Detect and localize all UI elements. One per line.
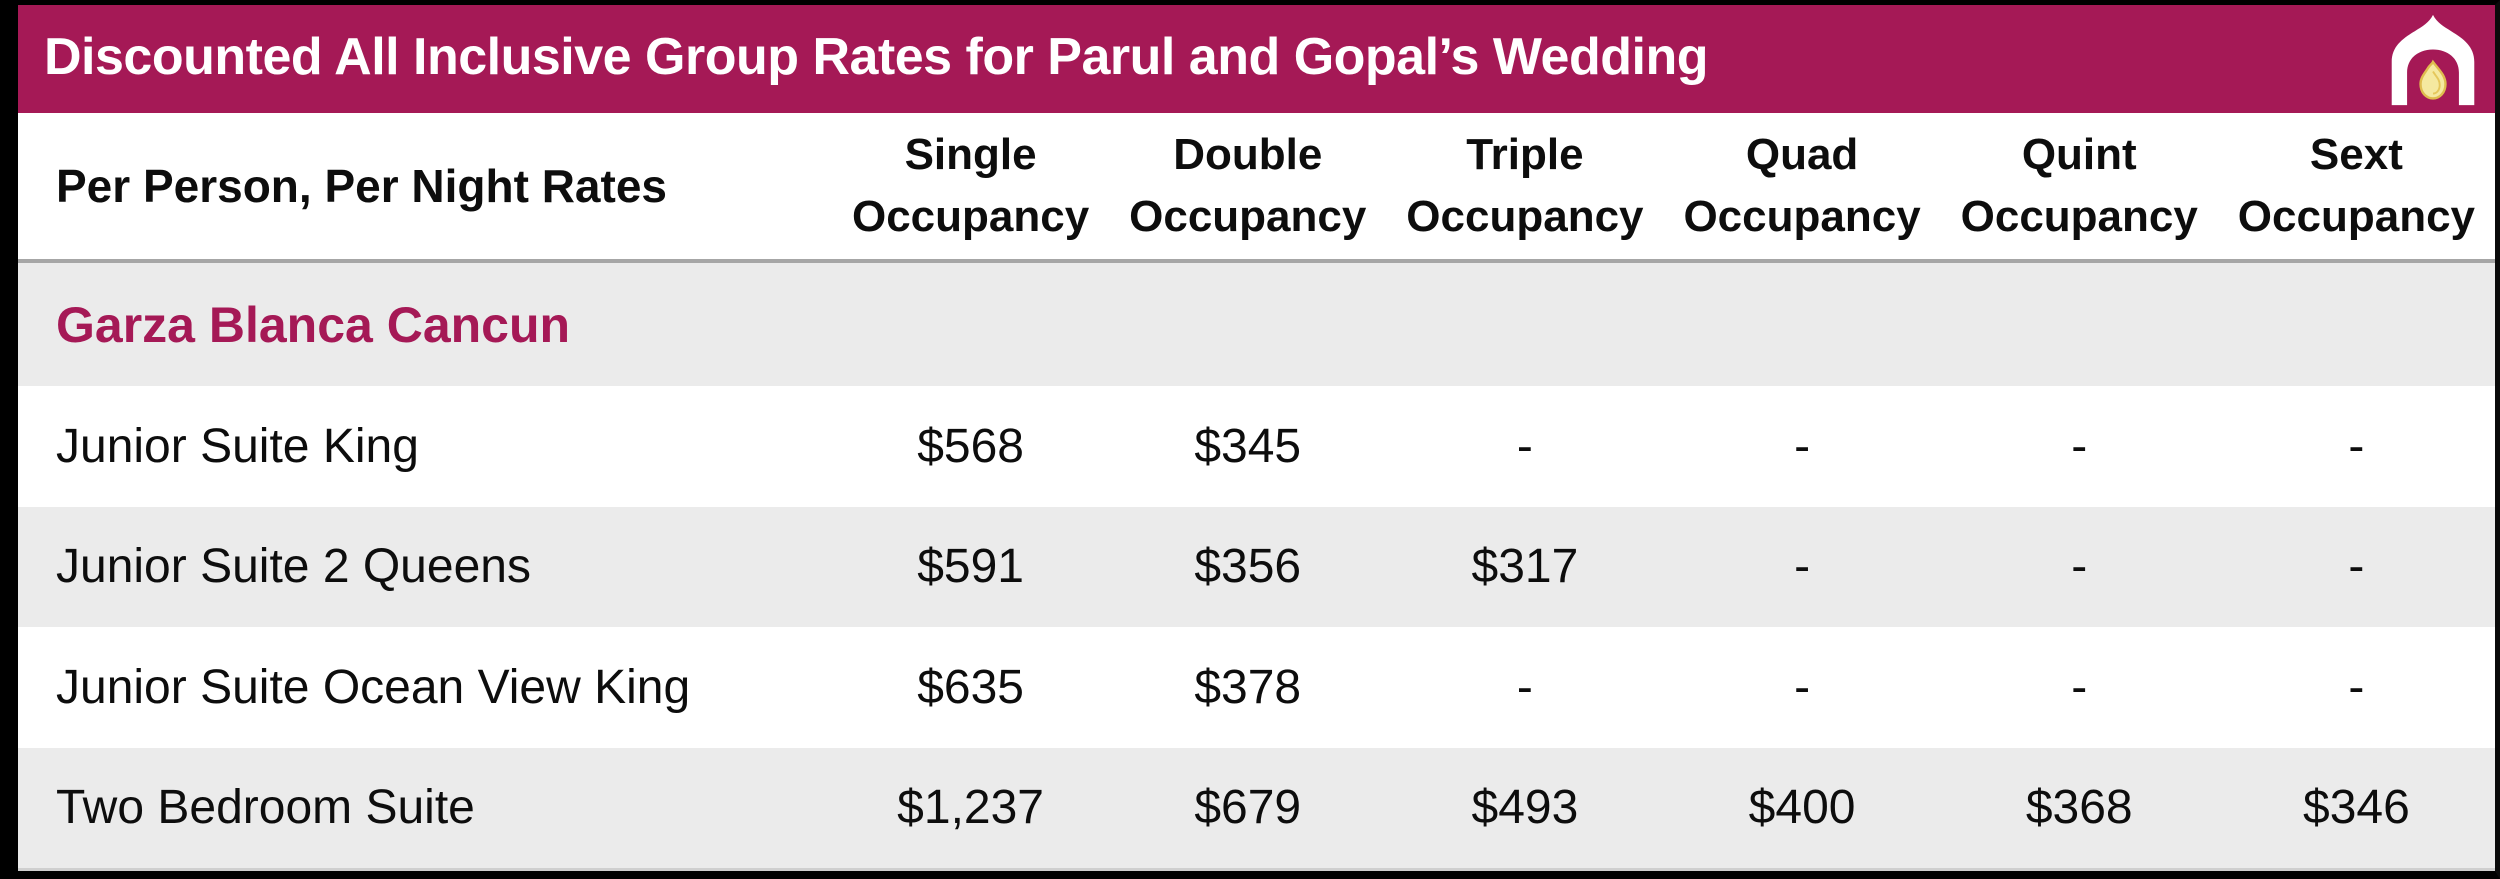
table-row: Junior Suite 2 Queens $591 $356 $317 - - - [18, 506, 2495, 627]
rate-cell: $635 [917, 660, 1024, 714]
rate-cell: - [1794, 419, 1811, 473]
arch-shape [2391, 14, 2475, 106]
rate-cell: $493 [1471, 781, 1579, 835]
page-title: Discounted All Inclusive Group Rates for… [44, 28, 1708, 86]
rate-cell: $317 [1471, 540, 1579, 594]
flame-curl [2432, 71, 2441, 95]
rate-cell: $378 [1194, 660, 1302, 714]
table-row: Junior Suite Ocean View King $635 $378 - - - - [18, 627, 2495, 748]
table-body: Junior Suite King $568 $345- - - - Junior Suit… [18, 386, 2495, 871]
rate-cell: - [2348, 419, 2365, 473]
section-title: Garza Blanca Cancun [56, 296, 571, 353]
section-row: Garza Blanca Cancun [18, 263, 2495, 386]
column-header: Quint Occupancy [1960, 129, 2198, 241]
rate-cell: - [2348, 660, 2365, 714]
title-bar: Discounted All Inclusive Group Rates for… [18, 5, 2495, 113]
rate-cell: - [2348, 540, 2365, 594]
rate-cell: - [1516, 419, 1533, 473]
rate-cell: $356 [1194, 540, 1302, 594]
rate-cell: - [1794, 660, 1811, 714]
column-header: Sext Occupancy [2237, 129, 2476, 241]
rate-cell: $345 [1194, 419, 1302, 473]
column-header: Triple Occupancy [1406, 129, 1644, 241]
header-separator [18, 259, 2495, 263]
column-header: Single Occupancy [851, 129, 1090, 241]
table-header-row: Per Person, Per Night Rates Single Occup… [18, 113, 2495, 259]
room-type-cell: Two Bedroom Suite [56, 781, 475, 835]
rate-cell: - [1794, 540, 1811, 594]
mandap-flame-icon [2391, 14, 2475, 106]
rate-cell: - [2071, 540, 2088, 594]
rate-cell: $1,237 [897, 781, 1044, 835]
rate-cell: $368 [2025, 781, 2133, 835]
room-type-cell: Junior Suite Ocean View King [56, 660, 691, 714]
rate-cell: $591 [917, 540, 1024, 594]
rate-cell: - [2071, 419, 2088, 473]
column-header: Quad Occupancy [1683, 129, 1921, 241]
rate-cell: $346 [2303, 781, 2410, 835]
column-header: Double Occupancy [1129, 129, 1367, 241]
rate-cell: $568 [917, 419, 1024, 473]
rate-cell: - [1516, 660, 1533, 714]
table-row: Junior Suite King $568 $345 - - - - [18, 386, 2495, 507]
rate-cell: $679 [1194, 781, 1302, 835]
rate-cell: $400 [1748, 781, 1856, 835]
rate-cell: - [2071, 660, 2088, 714]
room-type-cell: Junior Suite King [56, 419, 419, 473]
room-type-cell: Junior Suite 2 Queens [56, 540, 531, 594]
row-header-label: Per Person, Per Night Rates [56, 160, 667, 212]
table-row: Two Bedroom Suite $1,237 $679 $493 $400 $368 $… [18, 747, 2495, 871]
